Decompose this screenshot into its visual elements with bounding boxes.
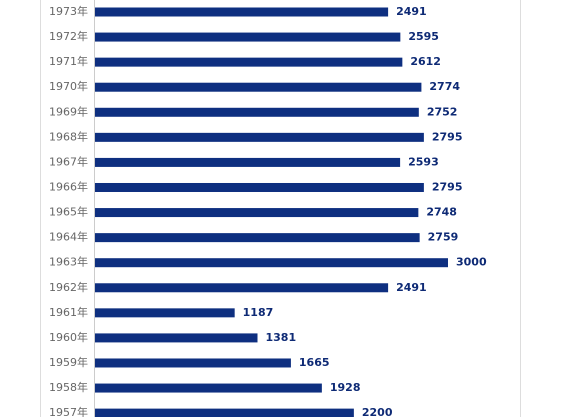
value-label: 2491 <box>396 5 427 18</box>
value-label: 2752 <box>427 105 458 118</box>
bar <box>95 32 401 42</box>
category-label: 1973年 <box>49 4 88 18</box>
value-label: 2200 <box>362 406 393 417</box>
category-label: 1962年 <box>49 280 88 294</box>
bar <box>95 57 403 67</box>
bar <box>95 408 354 417</box>
category-label: 1970年 <box>49 79 88 93</box>
value-label: 1381 <box>265 331 296 344</box>
value-label: 1665 <box>299 356 330 369</box>
category-label: 1964年 <box>49 230 88 244</box>
bar <box>95 157 401 167</box>
category-label: 1969年 <box>49 104 88 118</box>
value-label: 2612 <box>410 55 441 68</box>
bar <box>95 308 235 318</box>
value-label: 2759 <box>428 231 459 244</box>
value-label: 3000 <box>456 256 487 269</box>
value-label: 2593 <box>408 155 439 168</box>
bar <box>95 82 422 92</box>
bar <box>95 7 389 17</box>
category-label: 1959年 <box>49 355 88 369</box>
category-label: 1966年 <box>49 179 88 193</box>
category-label: 1958年 <box>49 380 88 394</box>
value-label: 2491 <box>396 281 427 294</box>
bar <box>95 333 258 343</box>
category-label: 1967年 <box>49 154 88 168</box>
bar <box>95 233 420 243</box>
category-label: 1965年 <box>49 205 88 219</box>
value-label: 2795 <box>432 130 463 143</box>
category-label: 1960年 <box>49 330 88 344</box>
category-label: 1963年 <box>49 255 88 269</box>
bar <box>95 258 448 268</box>
value-label: 2595 <box>408 30 439 43</box>
value-label: 2795 <box>432 180 463 193</box>
value-label: 2774 <box>429 80 460 93</box>
value-label: 1187 <box>243 306 274 319</box>
bar <box>95 107 419 117</box>
category-label: 1971年 <box>49 54 88 68</box>
bar <box>95 358 291 368</box>
category-label: 1972年 <box>49 29 88 43</box>
bar <box>95 383 322 393</box>
value-label: 1928 <box>330 381 361 394</box>
bar <box>95 283 389 293</box>
value-label: 2748 <box>426 206 457 219</box>
category-label: 1968年 <box>49 129 88 143</box>
category-label: 1957年 <box>49 405 88 417</box>
category-label: 1961年 <box>49 305 88 319</box>
bar <box>95 132 424 142</box>
bar <box>95 182 424 192</box>
bar <box>95 208 419 218</box>
